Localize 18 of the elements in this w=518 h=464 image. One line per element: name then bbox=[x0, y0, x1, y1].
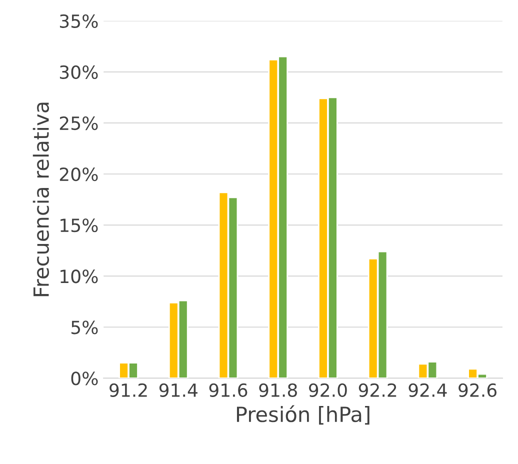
y-tick-label: 35% bbox=[60, 14, 98, 28]
y-tick-label: 5% bbox=[71, 320, 98, 334]
y-tick-label: 15% bbox=[60, 218, 98, 232]
x-tick-label: 91.4 bbox=[159, 383, 198, 397]
x-tick-label: 91.6 bbox=[209, 383, 248, 397]
y-tick-label: 0% bbox=[71, 372, 98, 386]
x-tick-label: 92.2 bbox=[358, 383, 396, 397]
x-tick-label: 92.6 bbox=[458, 383, 496, 397]
x-axis-title: Presión [hPa] bbox=[236, 405, 370, 425]
x-tick-label: 92.0 bbox=[308, 383, 347, 397]
x-tick-label: 92.4 bbox=[408, 383, 447, 397]
y-tick-label: 25% bbox=[60, 116, 98, 130]
y-tick-label: 10% bbox=[60, 270, 98, 284]
y-tick-label: 30% bbox=[60, 65, 98, 80]
y-axis-title: Frecuencia relativa bbox=[32, 102, 50, 296]
x-tick-label: 91.8 bbox=[259, 383, 297, 397]
y-tick-label: 20% bbox=[60, 167, 98, 182]
x-tick-label: 91.2 bbox=[110, 383, 147, 397]
